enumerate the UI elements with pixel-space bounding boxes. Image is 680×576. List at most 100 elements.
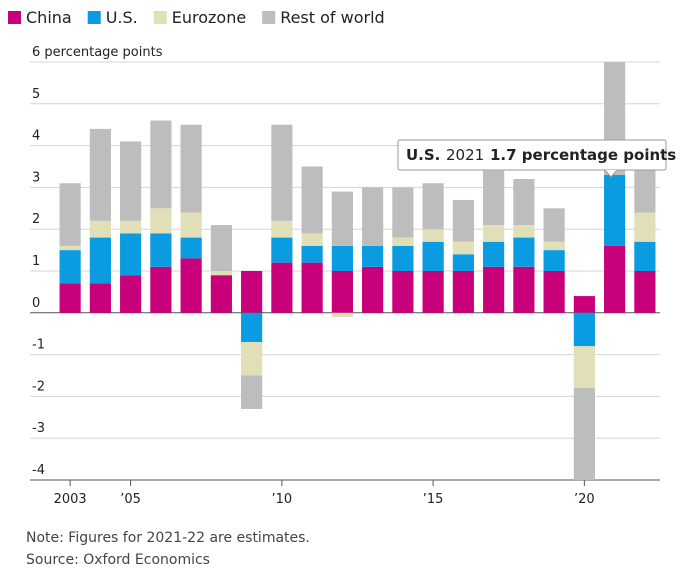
bar-segment (150, 266, 172, 313)
bar-segment (452, 254, 474, 271)
bar-segment (89, 128, 111, 221)
bar-segment (392, 271, 414, 313)
bar-segment (392, 237, 414, 246)
bar-segment (573, 346, 595, 389)
legend-swatch (153, 11, 167, 24)
bar-segment (150, 208, 172, 234)
bar-segment (301, 166, 323, 234)
legend-label: U.S. (106, 8, 138, 27)
bar-segment (573, 296, 595, 313)
bar-segment (573, 388, 595, 480)
bar-segment (271, 262, 293, 313)
bar-segment (241, 312, 263, 343)
bar-segment (483, 225, 505, 242)
tooltip-value: 1.7 percentage points (490, 146, 676, 164)
y-tick-label: 2 (32, 212, 40, 227)
bar-segment (241, 342, 263, 376)
bar-segment (301, 245, 323, 263)
bar-segment (513, 225, 535, 238)
bar-segment (452, 241, 474, 255)
bar-segment (604, 174, 626, 246)
y-tick-label: 6 percentage points (32, 45, 163, 60)
bar-segment (362, 245, 384, 267)
y-tick-label: -2 (32, 379, 45, 394)
bar-segment (543, 271, 565, 313)
bars (59, 62, 656, 480)
bar-segment (543, 208, 565, 242)
legend-label: Eurozone (172, 8, 246, 27)
y-tick-label: 1 (32, 254, 40, 269)
bar-segment (59, 283, 81, 313)
legend-swatch (87, 11, 101, 24)
bar-segment (89, 283, 111, 313)
bar-segment (59, 250, 81, 284)
bar-segment (634, 158, 656, 213)
bar-segment (59, 183, 81, 246)
y-tick-label: -3 (32, 421, 45, 436)
bar-segment (483, 266, 505, 313)
bar-segment (301, 233, 323, 246)
source: Source: Oxford Economics (26, 552, 210, 568)
bar-segment (241, 271, 263, 313)
bar-segment (573, 312, 595, 347)
legend-label: Rest of world (280, 8, 385, 27)
bar-segment (604, 245, 626, 313)
bar-segment (210, 225, 232, 271)
bar-segment (634, 212, 656, 242)
x-tick-label: ’15 (423, 492, 444, 507)
bar-segment (634, 271, 656, 313)
bar-segment (150, 233, 172, 267)
y-tick-label: 0 (32, 296, 40, 311)
bar-segment (513, 266, 535, 313)
bar-segment (210, 275, 232, 313)
bar-segment (120, 141, 142, 221)
tooltip-box (397, 139, 667, 171)
bar-segment (362, 266, 384, 313)
bar-segment (422, 241, 444, 271)
bar-segment (362, 187, 384, 246)
bar-segment (180, 258, 202, 313)
x-tick-label: ’10 (272, 492, 293, 507)
legend: China U.S. Eurozone Rest of world (8, 8, 385, 27)
bar-segment (89, 220, 111, 238)
tooltip-year: 2021 (446, 146, 484, 164)
bar-segment (180, 124, 202, 213)
bar-segment (210, 271, 232, 276)
legend-swatch (8, 11, 21, 24)
y-tick-label: 5 (32, 87, 40, 102)
bar-segment (483, 170, 505, 226)
bar-segment (241, 375, 263, 409)
bar-segment (331, 245, 353, 271)
bar-segment (452, 199, 474, 242)
bar-segment (120, 220, 142, 234)
bar-segment (513, 179, 535, 226)
bar-segment (392, 187, 414, 238)
bar-segment (422, 271, 444, 313)
tooltip: U.S. 2021 1.7 percentage points (397, 139, 676, 178)
bar-segment (422, 229, 444, 242)
bar-segment (271, 220, 293, 238)
bar-segment (513, 237, 535, 267)
bar-segment (271, 124, 293, 221)
y-tick-label: 3 (32, 170, 40, 185)
bar-segment (483, 241, 505, 267)
x-tick-label: ’05 (120, 492, 141, 507)
bar-segment (120, 233, 142, 276)
bar-segment (452, 271, 474, 313)
bar-segment (331, 271, 353, 313)
bar-segment (89, 237, 111, 284)
note: Note: Figures for 2021-22 are estimates. (26, 530, 310, 546)
bar-segment (422, 183, 444, 230)
bar-segment (271, 237, 293, 263)
bar-segment (634, 241, 656, 271)
tooltip-series: U.S. (406, 146, 440, 164)
x-tick-label: 2003 (54, 492, 87, 507)
bar-segment (543, 250, 565, 271)
bar-segment (301, 262, 323, 313)
legend-label: China (26, 8, 72, 27)
bar-segment (120, 275, 142, 313)
y-tick-label: -1 (32, 338, 45, 353)
bar-segment (180, 212, 202, 238)
tooltip-pointer (604, 169, 618, 178)
